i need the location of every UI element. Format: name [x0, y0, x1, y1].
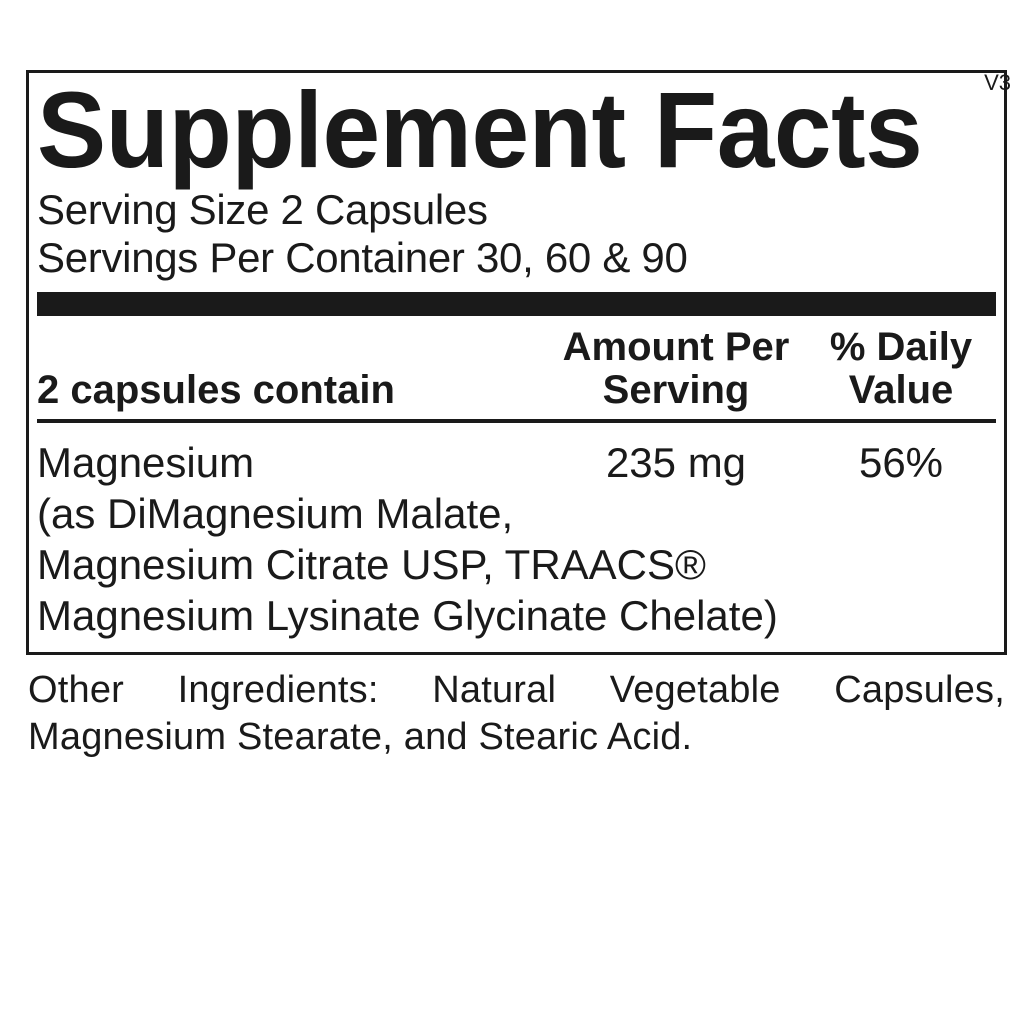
ingredient-sub1: (as DiMagnesium Malate, — [37, 488, 996, 539]
header-col-amount: Amount Per Serving — [546, 326, 806, 412]
header-col-dv: % Daily Value — [806, 326, 996, 412]
header-dv-line1: % Daily — [806, 326, 996, 369]
ingredient-name: Magnesium — [37, 437, 546, 488]
facts-panel: Supplement Facts Serving Size 2 Capsules… — [26, 70, 1007, 655]
ingredient-amount: 235 mg — [546, 437, 806, 488]
ingredient-sub3: Magnesium Lysinate Glycinate Chelate) — [37, 590, 996, 641]
version-label: V3 — [984, 70, 1011, 96]
thin-divider — [37, 419, 996, 423]
other-ingredients: Other Ingredients: Natural Vegetable Cap… — [26, 667, 1007, 762]
supplement-facts-page: V3 Supplement Facts Serving Size 2 Capsu… — [0, 0, 1033, 762]
serving-info: Serving Size 2 Capsules Servings Per Con… — [37, 186, 996, 283]
ingredient-row: Magnesium 235 mg 56% — [37, 437, 996, 488]
header-amount-line2: Serving — [546, 369, 806, 412]
serving-size: Serving Size 2 Capsules — [37, 186, 996, 234]
header-col-contain: 2 capsules contain — [37, 369, 546, 412]
panel-title: Supplement Facts — [37, 79, 958, 182]
servings-per-container: Servings Per Container 30, 60 & 90 — [37, 234, 996, 282]
ingredient-dv: 56% — [806, 437, 996, 488]
ingredient-sub2: Magnesium Citrate USP, TRAACS® — [37, 539, 996, 590]
header-amount-line1: Amount Per — [546, 326, 806, 369]
thick-divider — [37, 292, 996, 316]
header-dv-line2: Value — [806, 369, 996, 412]
table-header-row: 2 capsules contain Amount Per Serving % … — [37, 326, 996, 412]
